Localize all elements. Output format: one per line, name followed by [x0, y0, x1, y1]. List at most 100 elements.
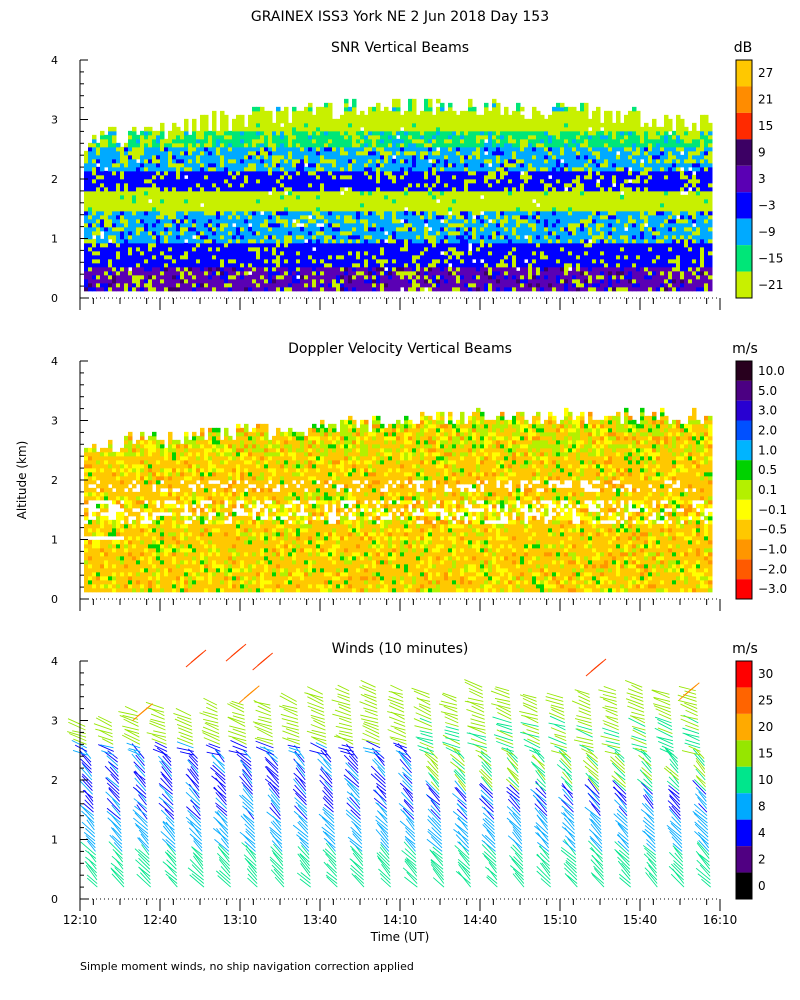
snr-cell — [476, 262, 481, 268]
snr-cell — [264, 226, 269, 232]
snr-cell — [440, 130, 445, 136]
snr-cell — [264, 110, 269, 116]
snr-cell — [92, 190, 97, 196]
snr-cell — [384, 178, 389, 184]
snr-cell — [428, 98, 433, 104]
snr-cell — [372, 258, 377, 264]
snr-cell — [496, 250, 501, 256]
snr-cell — [352, 146, 357, 152]
snr-cell — [488, 138, 493, 144]
snr-cell — [516, 122, 521, 128]
snr-cell — [188, 170, 193, 176]
snr-cell — [344, 174, 349, 180]
snr-cell — [304, 262, 309, 268]
snr-cell — [204, 258, 209, 264]
snr-cell — [136, 206, 141, 212]
snr-cell — [336, 286, 341, 292]
snr-cell — [216, 222, 221, 228]
snr-cell — [524, 190, 529, 196]
snr-cell — [500, 214, 505, 220]
snr-cell — [328, 182, 333, 188]
snr-cell — [248, 214, 253, 220]
snr-cell — [372, 174, 377, 180]
snr-cell — [356, 282, 361, 288]
snr-cell — [320, 238, 325, 244]
snr-cell — [296, 254, 301, 260]
snr-cell — [520, 210, 525, 216]
snr-cell — [268, 246, 273, 252]
snr-cell — [188, 138, 193, 144]
snr-cell — [316, 218, 321, 224]
snr-cell — [400, 210, 405, 216]
snr-cell — [400, 190, 405, 196]
snr-cell — [264, 126, 269, 132]
snr-cell — [500, 194, 505, 200]
snr-cell — [528, 150, 533, 156]
snr-cell — [424, 278, 429, 284]
snr-cell — [132, 150, 137, 156]
snr-cell — [368, 250, 373, 256]
snr-cell — [336, 142, 341, 148]
snr-cell — [484, 102, 489, 108]
snr-cell — [524, 150, 529, 156]
snr-cell — [332, 138, 337, 144]
snr-cell — [392, 254, 397, 260]
snr-cell — [436, 250, 441, 256]
snr-cell — [296, 118, 301, 124]
snr-cell — [528, 266, 533, 272]
snr-cell — [516, 158, 521, 164]
snr-cell — [216, 174, 221, 180]
snr-cell — [224, 214, 229, 220]
snr-cell — [508, 230, 513, 236]
snr-cell — [452, 182, 457, 188]
snr-cell — [396, 126, 401, 132]
snr-cell — [296, 190, 301, 196]
snr-cell — [476, 258, 481, 264]
snr-cell — [460, 126, 465, 132]
snr-cell — [300, 218, 305, 224]
snr-cell — [400, 270, 405, 276]
snr-cell — [260, 254, 265, 260]
snr-cell — [244, 138, 249, 144]
snr-cell — [360, 166, 365, 172]
snr-cell — [140, 202, 145, 208]
snr-cell — [424, 102, 429, 108]
snr-cell — [444, 234, 449, 240]
snr-cell — [280, 134, 285, 140]
snr-cell — [452, 202, 457, 208]
snr-cell — [512, 154, 517, 160]
snr-cell — [384, 194, 389, 200]
snr-cell — [332, 270, 337, 276]
snr-cell — [216, 246, 221, 252]
figure-title: GRAINEX ISS3 York NE 2 Jun 2018 Day 153 — [251, 9, 549, 25]
snr-cell — [392, 250, 397, 256]
snr-cell — [184, 218, 189, 224]
snr-cell — [132, 262, 137, 268]
snr-cell — [144, 138, 149, 144]
snr-cell — [284, 242, 289, 248]
snr-cell — [244, 178, 249, 184]
snr-cell — [528, 242, 533, 248]
snr-cell — [92, 222, 97, 228]
snr-cell — [528, 218, 533, 224]
snr-cell — [384, 182, 389, 188]
snr-cell — [388, 194, 393, 200]
snr-cell — [312, 198, 317, 204]
snr-cell — [108, 142, 113, 148]
snr-cell — [412, 254, 417, 260]
snr-cell — [532, 186, 537, 192]
snr-cell — [396, 206, 401, 212]
snr-cell — [164, 218, 169, 224]
snr-cell — [536, 178, 541, 184]
snr-cell — [360, 230, 365, 236]
snr-cell — [312, 134, 317, 140]
snr-cell — [536, 226, 541, 232]
snr-cell — [328, 234, 333, 240]
snr-cell — [112, 146, 117, 152]
snr-cell — [316, 154, 321, 160]
snr-cell — [292, 114, 297, 120]
snr-cell — [176, 242, 181, 248]
snr-cell — [236, 238, 241, 244]
snr-cell — [500, 118, 505, 124]
snr-cell — [352, 134, 357, 140]
